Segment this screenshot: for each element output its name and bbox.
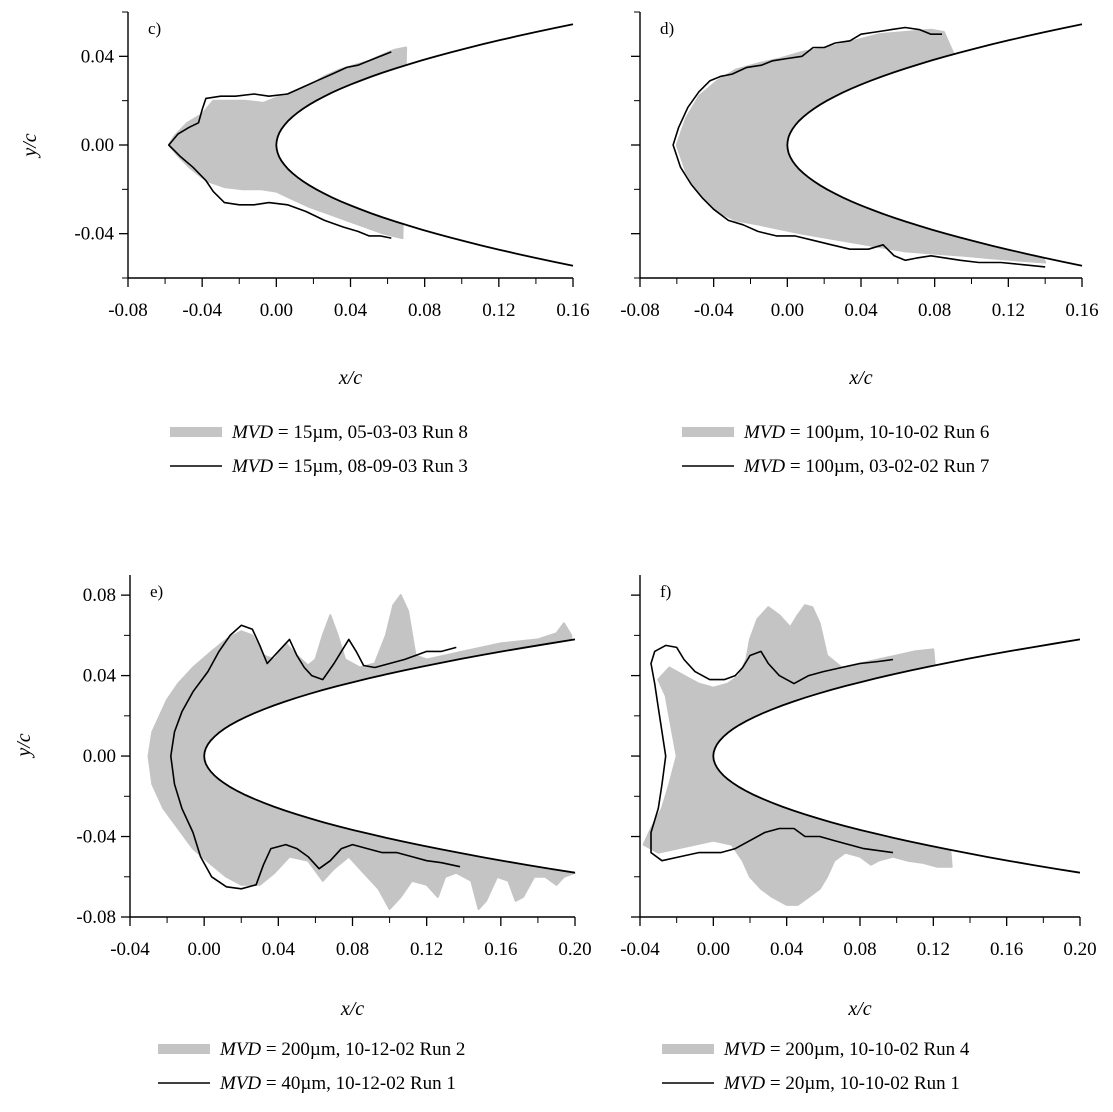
x-tick-label: 0.16	[556, 300, 589, 321]
x-tick-label: 0.20	[558, 939, 591, 960]
y-tick-label: 0.00	[81, 135, 114, 156]
airfoil-surface	[786, 23, 1083, 267]
x-tick-label: 0.00	[771, 300, 804, 321]
panel-label: d)	[660, 19, 674, 38]
y-tick-label: 0.08	[83, 585, 116, 606]
legend-label: MVD = 100µm, 03-02-02 Run 7	[743, 456, 989, 477]
x-tick-label: -0.04	[694, 300, 734, 321]
x-tick-label: 0.20	[1063, 939, 1096, 960]
y-tick-label: 0.04	[81, 46, 115, 67]
x-tick-label: -0.04	[620, 939, 660, 960]
x-axis-label: x/c	[847, 998, 871, 1020]
x-tick-label: 0.00	[260, 300, 293, 321]
x-tick-label: 0.12	[410, 939, 443, 960]
y-axis-label: y/c	[13, 733, 35, 758]
x-tick-label: -0.08	[108, 300, 148, 321]
y-tick-label: 0.04	[83, 666, 117, 687]
legend: MVD = 100µm, 10-10-02 Run 6 MVD = 100µm, …	[682, 422, 989, 477]
chart-panel-d: -0.08 -0.04 0.00 0.04 0.08 0.12 0.16 d) x/c MVD =…	[620, 11, 1099, 477]
x-axis-label: x/c	[848, 367, 872, 389]
chart-panel-e: -0.04 0.00 0.04 0.08 0.12 0.16 0.20 0.08 0.04 0.0…	[13, 575, 592, 1094]
ice-shape-line-1	[168, 51, 392, 239]
legend-label: MVD = 200µm, 10-10-02 Run 4	[723, 1039, 970, 1060]
x-tick-label: -0.04	[110, 939, 150, 960]
legend-label: MVD = 15µm, 08-09-03 Run 3	[231, 456, 468, 477]
x-tick-label: 0.04	[334, 300, 368, 321]
x-tick-label: -0.08	[620, 300, 660, 321]
airfoil-interior	[276, 24, 575, 266]
x-tick-label: -0.04	[182, 300, 222, 321]
legend-label: MVD = 20µm, 10-10-02 Run 1	[723, 1073, 960, 1094]
x-tick-label: 0.08	[336, 939, 369, 960]
x-tick-label: 0.00	[697, 939, 730, 960]
ice-shape-line-1	[650, 644, 894, 862]
x-tick-label: 0.12	[992, 300, 1025, 321]
airfoil-surface	[712, 638, 1081, 874]
legend-label: MVD = 200µm, 10-12-02 Run 2	[219, 1039, 465, 1060]
x-tick-label: 0.12	[482, 300, 515, 321]
legend-label: MVD = 40µm, 10-12-02 Run 1	[219, 1073, 456, 1094]
ice-shape-line-1	[170, 624, 461, 890]
x-axis-label: x/c	[338, 367, 362, 389]
y-tick-label: 0.00	[83, 746, 116, 767]
x-tick-label: 0.16	[990, 939, 1023, 960]
x-tick-label: 0.16	[1065, 300, 1098, 321]
panel-label: f)	[660, 582, 671, 601]
x-tick-label: 0.08	[918, 300, 951, 321]
y-tick-label: -0.04	[74, 224, 114, 245]
x-tick-label: 0.12	[917, 939, 950, 960]
x-tick-label: 0.04	[262, 939, 296, 960]
x-axis-label: x/c	[340, 998, 364, 1020]
chart-panel-f: -0.04 0.00 0.04 0.08 0.12 0.16 0.20 f) x/c MVD = …	[620, 575, 1097, 1094]
legend: MVD = 200µm, 10-10-02 Run 4 MVD = 20µm, 1…	[662, 1039, 970, 1094]
y-axis-label: y/c	[19, 133, 41, 158]
panel-label: e)	[150, 582, 163, 601]
panel-label: c)	[148, 19, 161, 38]
airfoil-surface	[203, 638, 576, 874]
x-tick-label: 0.04	[770, 939, 804, 960]
legend-label: MVD = 15µm, 05-03-03 Run 8	[231, 422, 468, 443]
x-tick-label: 0.00	[188, 939, 221, 960]
x-tick-label: 0.08	[408, 300, 441, 321]
x-tick-label: 0.16	[484, 939, 517, 960]
chart-panel-c: -0.08 -0.04 0.00 0.04 0.08 0.12 0.16 0.04 0.00 -0…	[19, 11, 590, 477]
y-tick-label: -0.04	[76, 827, 116, 848]
legend-label: MVD = 100µm, 10-10-02 Run 6	[743, 422, 989, 443]
airfoil-surface	[275, 23, 574, 267]
legend: MVD = 15µm, 05-03-03 Run 8 MVD = 15µm, 08…	[170, 422, 468, 477]
x-tick-label: 0.04	[844, 300, 878, 321]
y-tick-label: -0.08	[76, 907, 116, 928]
ice-shape-line-1	[672, 26, 1046, 268]
legend: MVD = 200µm, 10-12-02 Run 2 MVD = 40µm, 1…	[158, 1039, 465, 1094]
x-tick-label: 0.08	[843, 939, 876, 960]
